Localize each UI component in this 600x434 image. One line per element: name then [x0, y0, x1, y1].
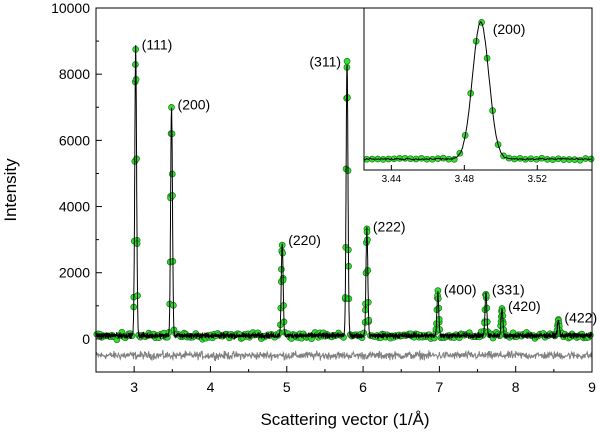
inset-x-tick-label: 3.52	[528, 174, 548, 185]
peak-label: (222)	[373, 219, 406, 235]
inset-background	[364, 8, 592, 170]
peak-label: (331)	[492, 282, 525, 298]
x-tick-label: 8	[512, 379, 520, 395]
peak-label: (220)	[288, 232, 321, 248]
x-tick-label: 5	[283, 379, 291, 395]
y-tick-label: 8000	[59, 66, 90, 82]
y-tick-label: 10000	[51, 0, 90, 16]
inset-calculated-curve	[363, 21, 592, 161]
inset-x-tick-label: 3.48	[455, 174, 475, 185]
inset-x-tick-label: 3.44	[382, 174, 402, 185]
peak-label: (422)	[564, 310, 597, 326]
y-tick-label: 4000	[59, 199, 90, 215]
peak-label: (311)	[309, 53, 341, 69]
inset-observed-point	[576, 156, 584, 164]
peak-label: (400)	[444, 282, 477, 298]
peak-label: (200)	[178, 96, 211, 112]
y-tick-label: 0	[82, 331, 90, 347]
x-tick-label: 4	[207, 379, 215, 395]
y-axis-title: Intensity	[1, 158, 20, 222]
x-tick-label: 7	[435, 379, 443, 395]
plot-frame	[95, 7, 593, 373]
peak-label: (111)	[142, 37, 173, 53]
inset-peak-label: (200)	[493, 21, 526, 37]
inset-observed-point	[439, 154, 447, 162]
inset-frame	[363, 7, 593, 171]
x-axis-title: Scattering vector (1/Å)	[260, 410, 429, 429]
inset-observed-point	[418, 154, 425, 162]
y-tick-label: 6000	[59, 132, 90, 148]
inset-plot: 3.44 3.48 3.52 (200)	[363, 7, 595, 185]
observed-point	[343, 57, 351, 65]
difference-curve	[95, 349, 593, 362]
main-plot: 3 4 5 6 7 8 9 0 2000 4000 6000 8000 10000 (111) (200) (…	[51, 0, 597, 395]
calculated-curve	[95, 45, 593, 341]
peak-label: (420)	[508, 298, 541, 314]
x-tick-label: 3	[130, 379, 138, 395]
y-tick-label: 2000	[59, 265, 90, 281]
x-tick-label: 9	[588, 379, 596, 395]
x-tick-label: 6	[359, 379, 367, 395]
